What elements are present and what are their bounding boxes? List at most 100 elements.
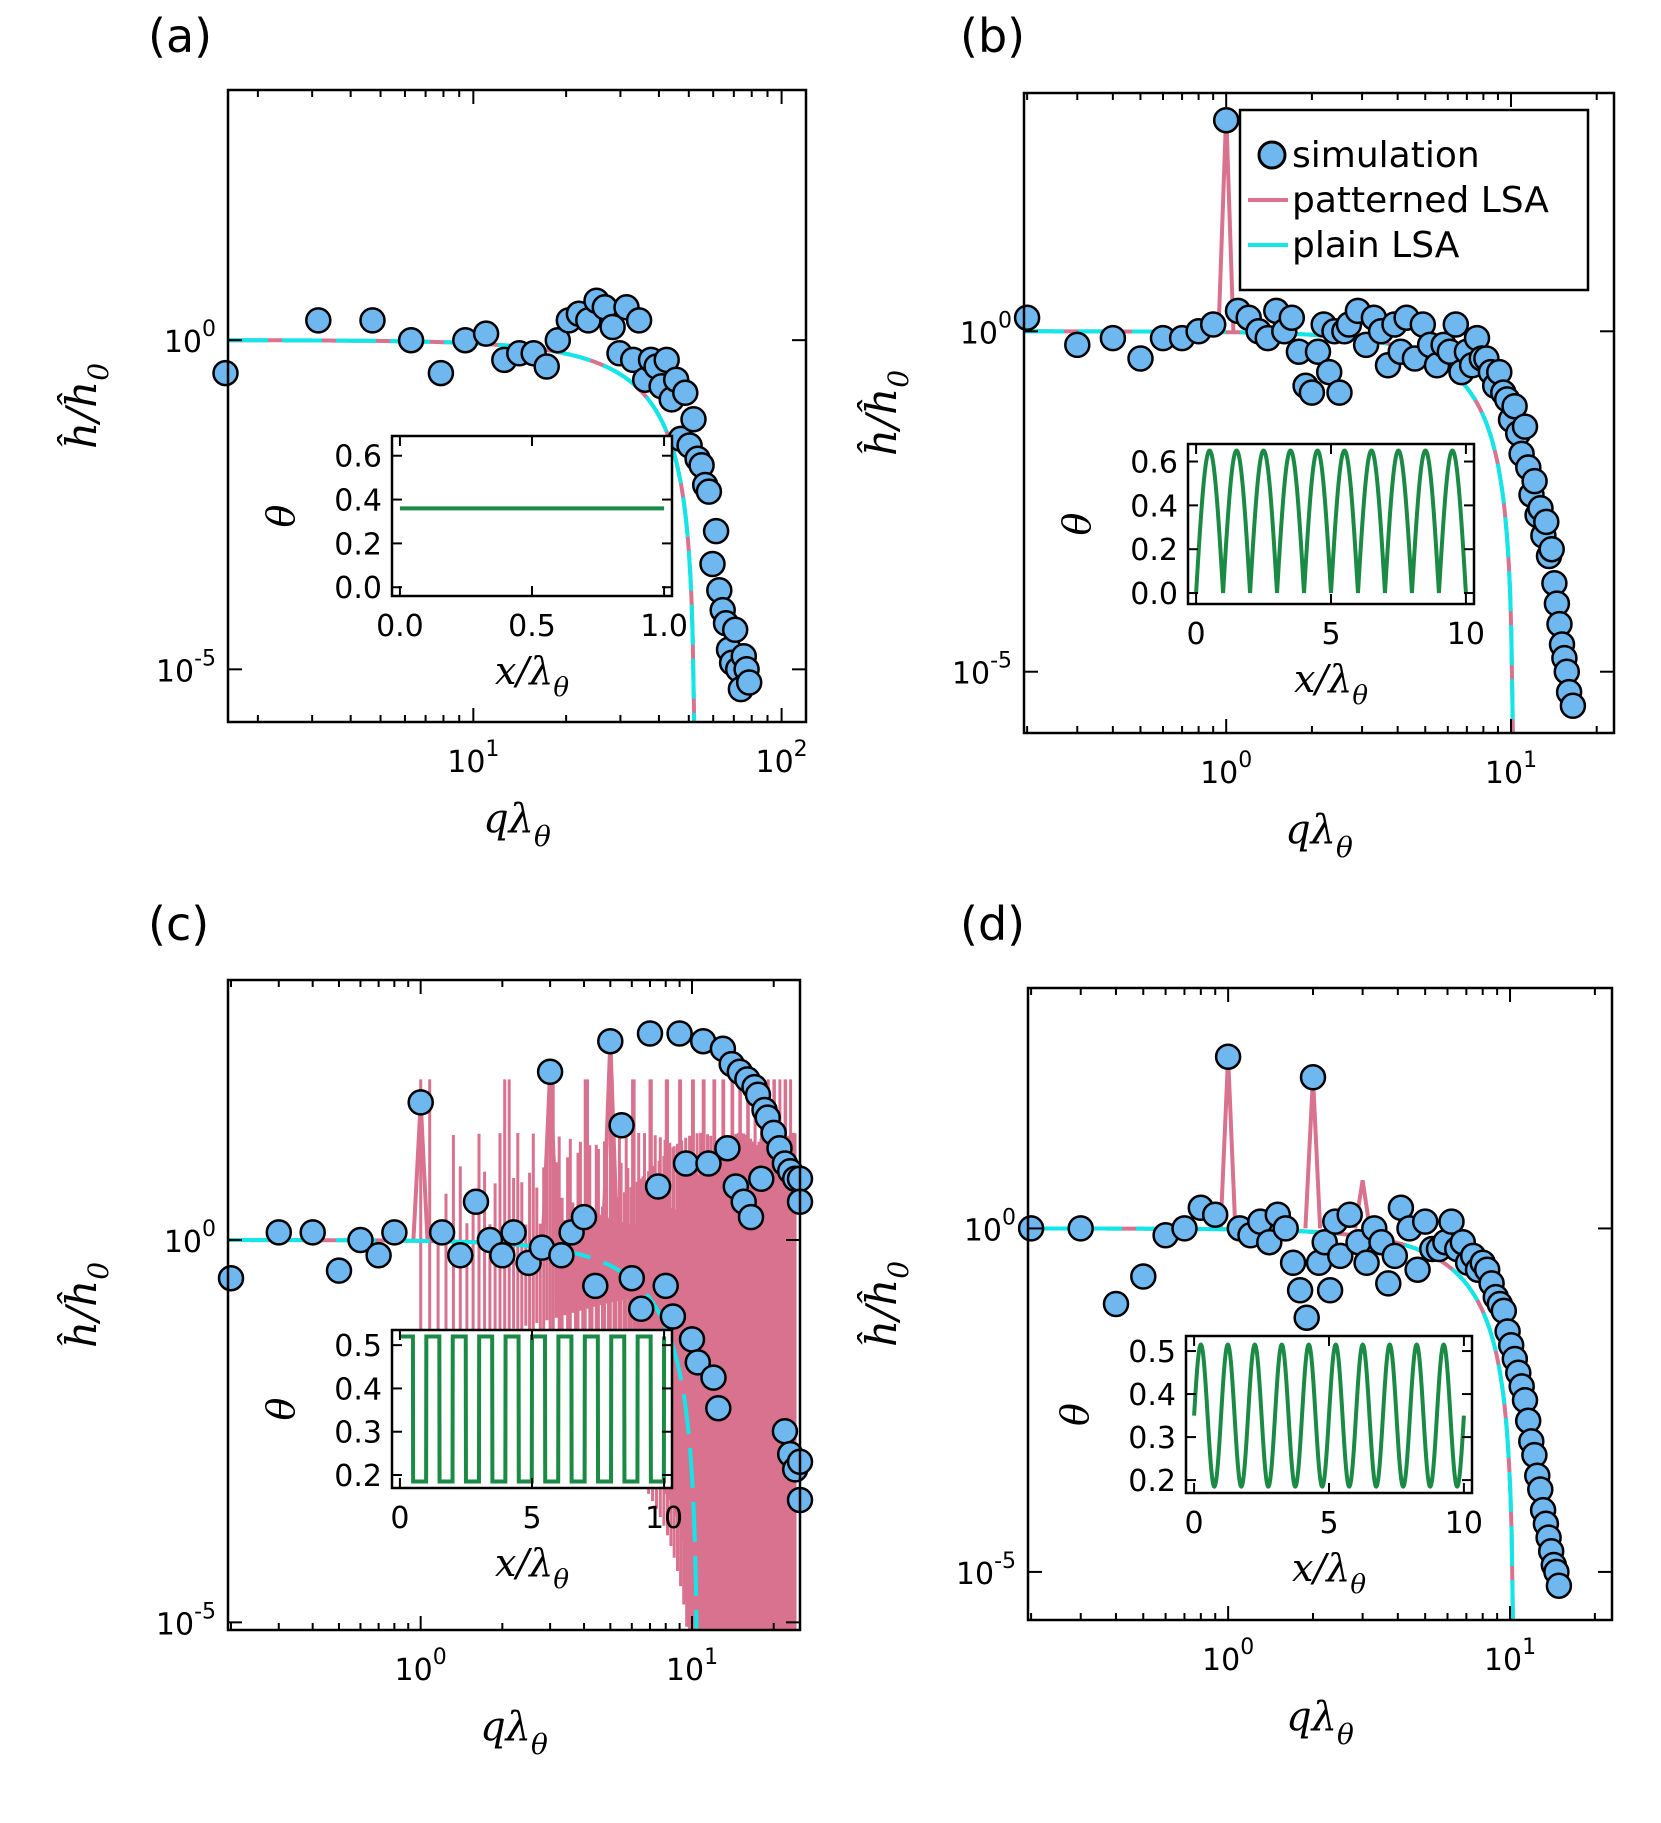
simulation-point: [1381, 1242, 1409, 1270]
inset-theta-curve: [1192, 1342, 1466, 1489]
plot-frame: [226, 88, 808, 724]
simulation-point: [1067, 1215, 1094, 1242]
simulation-point: [666, 1020, 693, 1047]
y-tick-label: 10-5: [956, 1549, 1016, 1592]
inset-y-tick-label: 0.4: [1128, 1378, 1176, 1413]
inset-theta-curve: [1194, 448, 1468, 594]
simulation-point: [265, 1219, 293, 1246]
simulation-point: [1304, 338, 1332, 365]
simulation-point: [1127, 345, 1154, 372]
simulation-point: [721, 616, 749, 644]
y-axis-label: ĥ/ĥ0: [56, 363, 115, 449]
simulation-point: [1201, 1201, 1229, 1228]
inset-y-tick-label: 0.4: [334, 484, 382, 519]
inset-theta-curve: [399, 1334, 667, 1484]
inset-x-tick-label: 5: [1319, 1506, 1338, 1541]
simulation-point: [447, 1242, 474, 1269]
simulation-point: [489, 1242, 516, 1269]
simulation-point: [212, 359, 239, 387]
simulation-point: [462, 1188, 490, 1216]
simulation-point: [536, 1058, 564, 1086]
simulation-point: [1279, 1249, 1307, 1277]
simulation-point: [735, 669, 763, 696]
x-tick-label: 100: [395, 1645, 447, 1688]
x-axis-label: qλθ: [483, 796, 551, 853]
x-tick-label: 101: [1484, 1635, 1536, 1678]
x-tick-label: 101: [1485, 748, 1537, 791]
y-tick-label: 100: [164, 1217, 216, 1260]
simulation-point: [1327, 1242, 1354, 1270]
inset-y-tick-label: 0.2: [1128, 1464, 1176, 1499]
panel-label: (c): [148, 897, 209, 951]
simulation-point: [217, 1264, 245, 1292]
simulation-point: [548, 1242, 575, 1269]
legend: [1238, 108, 1590, 292]
y-tick-label: 10-5: [156, 1599, 216, 1642]
inset-y-tick-label: 0.3: [334, 1416, 382, 1451]
simulation-point: [1171, 1215, 1198, 1242]
simulation-point: [644, 1173, 672, 1200]
simulation-point: [1064, 331, 1091, 359]
panel-a: (a) qλθ ĥ/ĥ0 0.0 0.5 1.0 0.0 0.2 0.4 0.6 x/λθ θ: [56, 9, 808, 853]
inset-x-tick-label: 5: [522, 1501, 541, 1536]
simulation-point: [1298, 379, 1326, 406]
simulation-point: [699, 550, 726, 578]
simulation-point: [680, 405, 707, 433]
plot-frame: [226, 978, 802, 1632]
inset-x-label: x/λθ: [495, 649, 569, 703]
simulation-point: [1533, 508, 1560, 536]
simulation-point: [1521, 467, 1548, 495]
inset-x-tick-label: 10: [1447, 617, 1485, 652]
inset-y-tick-label: 0.2: [1130, 533, 1178, 568]
simulation-point: [1353, 1249, 1380, 1277]
inset-frame: [390, 434, 674, 598]
simulation-point: [695, 478, 723, 505]
y-tick-label: 10-5: [156, 646, 216, 689]
inset-y-tick-label: 0.2: [334, 1459, 382, 1494]
simulation-point: [1286, 1277, 1314, 1304]
inset-y-tick-label: 0.6: [334, 440, 382, 475]
simulation-point: [428, 1219, 456, 1246]
inset-x-label: x/λθ: [1292, 1546, 1366, 1600]
simulation-point: [705, 1394, 732, 1422]
simulation-point: [365, 1242, 392, 1269]
inset-x-tick-label: 0.5: [508, 609, 556, 644]
simulation-point: [659, 1303, 687, 1330]
x-axis-label: qλθ: [480, 1704, 548, 1761]
simulation-point: [737, 1203, 765, 1231]
simulation-point: [381, 1219, 408, 1246]
simulation-point: [305, 307, 332, 334]
inset-x-tick-label: 10: [645, 1501, 683, 1536]
simulation-point: [695, 1150, 722, 1177]
x-axis-label: qλθ: [1285, 807, 1353, 864]
simulation-point: [1272, 1215, 1299, 1242]
y-axis-label: ĥ/ĥ0: [856, 1261, 915, 1347]
plot-frame: [1022, 91, 1616, 735]
inset-y-tick-label: 0.6: [1130, 446, 1178, 481]
simulation-point: [1411, 1208, 1439, 1235]
legend-plain-label: plain LSA: [1292, 225, 1460, 266]
simulation-point: [1545, 1572, 1573, 1599]
simulation-point: [1438, 1208, 1465, 1235]
x-tick-label: 100: [1202, 1635, 1254, 1678]
simulation-point: [672, 379, 699, 407]
inset-y-tick-label: 0.2: [334, 527, 382, 562]
simulation-point: [1511, 413, 1539, 440]
simulation-point: [1404, 1256, 1431, 1283]
simulation-point: [684, 1349, 712, 1376]
simulation-point: [533, 353, 560, 380]
panel-label: (a): [148, 9, 212, 63]
inset-x-tick-label: 0: [390, 1501, 409, 1536]
x-tick-label: 102: [755, 737, 807, 780]
inset-y-label: θ: [259, 1397, 303, 1420]
panel-c: (c) qλθ ĥ/ĥ0 0 5 10 0.2 0.3 0.4 0.5 x/λθ θ: [56, 897, 814, 1761]
x-tick-label: 100: [1200, 748, 1252, 791]
simulation-point: [299, 1219, 326, 1246]
panel-label: (b): [960, 9, 1025, 63]
inset-x-tick-label: 0: [1187, 617, 1206, 652]
y-axis-label: ĥ/ĥ0: [856, 370, 915, 456]
simulation-point: [325, 1257, 353, 1284]
simulation-point: [1212, 106, 1240, 134]
legend-patterned-label: patterned LSA: [1292, 180, 1549, 221]
